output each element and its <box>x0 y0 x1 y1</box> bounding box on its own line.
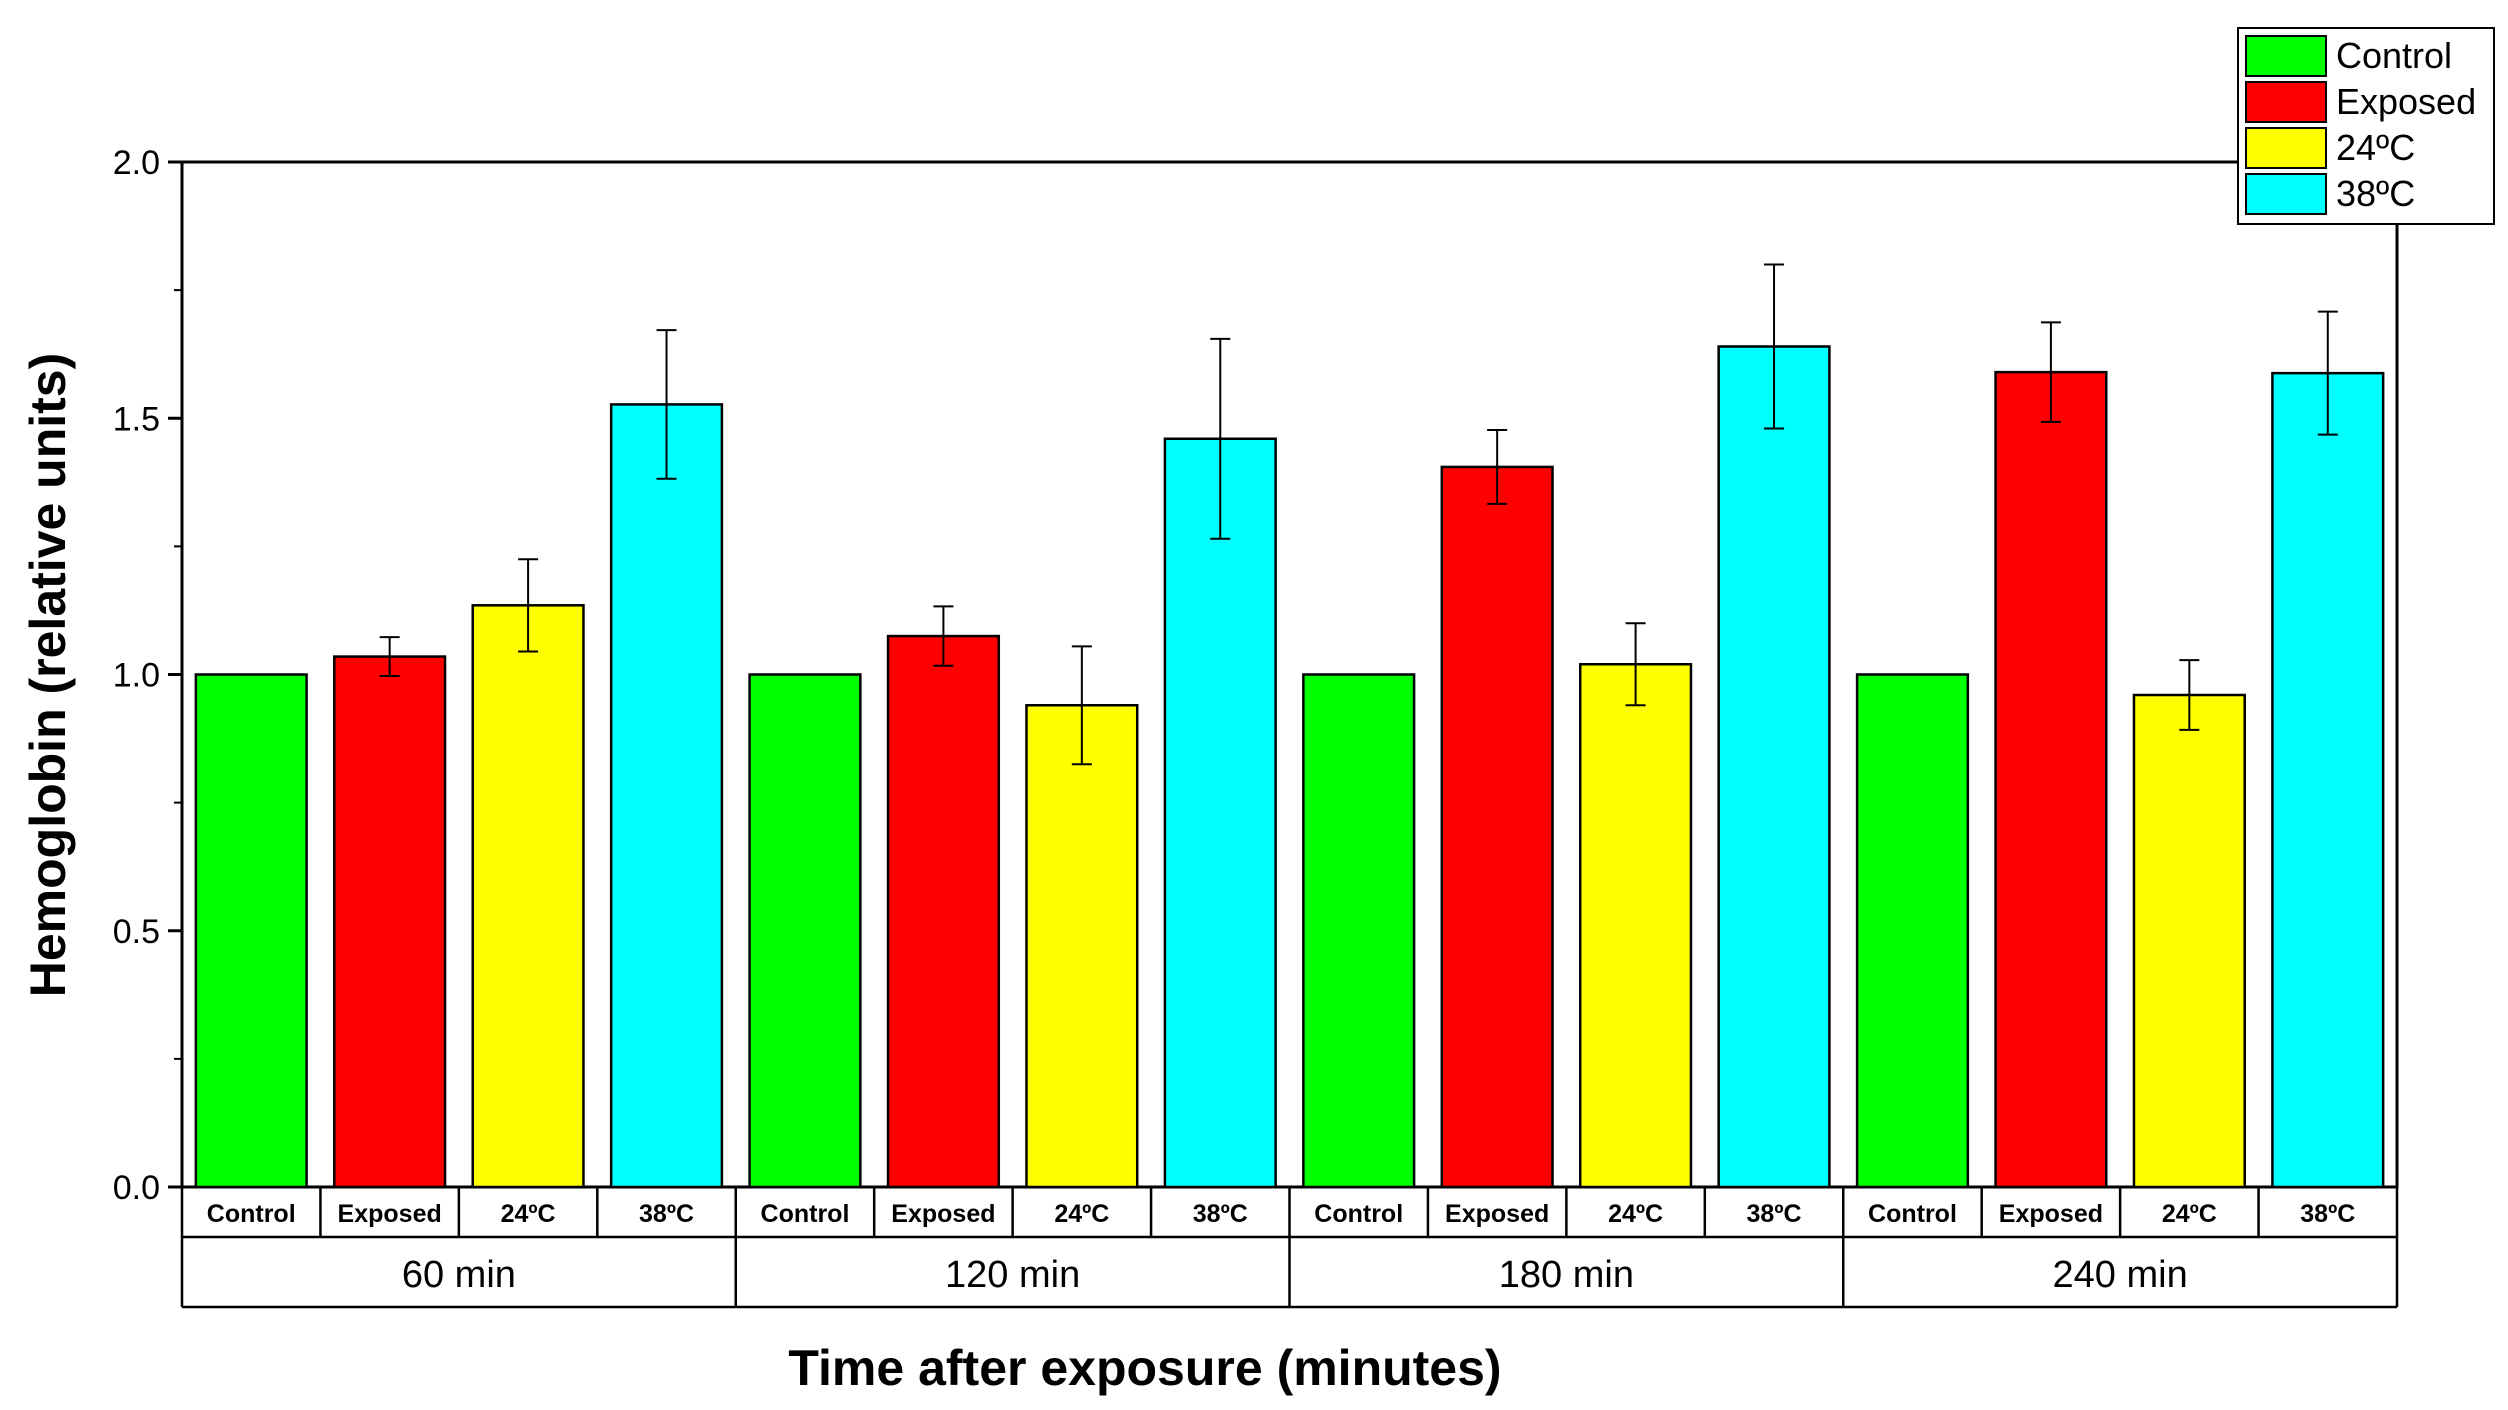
x-category-label: 24ºC <box>2162 1200 2217 1228</box>
x-category-label: Control <box>1868 1200 1957 1228</box>
x-group-label: 180 min <box>1499 1254 1634 1296</box>
y-tick-label: 0.0 <box>113 1169 160 1207</box>
bar-3-2 <box>2132 693 2246 1189</box>
x-category-label: Exposed <box>891 1200 995 1228</box>
legend-swatch <box>2245 173 2327 215</box>
y-tick-label: 2.0 <box>113 144 160 182</box>
bar-2-1 <box>1440 465 1554 1189</box>
bar-2-3 <box>1717 345 1831 1189</box>
x-group-label: 120 min <box>945 1254 1080 1296</box>
legend-swatch <box>2245 35 2327 77</box>
bar-0-3 <box>609 403 724 1189</box>
bar-3-0 <box>1855 673 1970 1189</box>
bar-2-2 <box>1578 663 1693 1189</box>
x-category-label: 24ºC <box>1608 1200 1663 1228</box>
x-category-label: 38ºC <box>639 1200 694 1228</box>
bar-0-0 <box>194 673 308 1189</box>
x-category-label: Exposed <box>1445 1200 1549 1228</box>
x-category-label: 38ºC <box>1193 1200 1248 1228</box>
legend-label: 24ºC <box>2336 127 2415 168</box>
error-bars <box>379 263 2338 766</box>
y-tick-label: 0.5 <box>113 913 160 951</box>
x-axis: Control Exposed 24ºC 38ºC 60 min Control Expos… <box>180 1187 2399 1309</box>
legend-swatch <box>2245 81 2327 123</box>
x-category-label: 38ºC <box>1747 1200 1802 1228</box>
x-group-label: 240 min <box>2053 1254 2188 1296</box>
x-category-label: 24ºC <box>501 1200 556 1228</box>
bar-2-0 <box>1302 673 1416 1189</box>
legend-label: Exposed <box>2336 81 2476 122</box>
x-group-label: 60 min <box>402 1254 516 1296</box>
x-category-label: Control <box>207 1200 296 1228</box>
bar-1-3 <box>1163 437 1277 1189</box>
x-category-label: Control <box>1314 1200 1403 1228</box>
legend-label: 38ºC <box>2336 173 2415 214</box>
legend-swatch <box>2245 127 2327 169</box>
bar-1-1 <box>886 634 1001 1189</box>
x-category-label: 24ºC <box>1054 1200 1109 1228</box>
x-category-label: Exposed <box>1999 1200 2103 1228</box>
y-axis-title: Hemoglobin (relative units) <box>20 353 76 998</box>
x-category-label: Exposed <box>338 1200 442 1228</box>
x-axis-title: Time after exposure (minutes) <box>788 1340 1501 1396</box>
y-axis: 0.0 0.5 1.0 1.5 2.0 <box>113 144 182 1207</box>
y-tick-label: 1.0 <box>113 657 160 695</box>
bar-3-1 <box>1994 370 2108 1189</box>
x-category-label: 38ºC <box>2300 1200 2355 1228</box>
bar-0-1 <box>333 655 447 1189</box>
bars <box>194 345 2385 1189</box>
y-tick-label: 1.5 <box>113 400 160 438</box>
bar-3-3 <box>2271 371 2385 1189</box>
bar-0-2 <box>471 604 585 1189</box>
legend-label: Control <box>2336 35 2452 76</box>
legend: Control Exposed 24ºC 38ºC <box>2237 27 2495 225</box>
bar-1-0 <box>748 673 862 1189</box>
bar-1-2 <box>1025 704 1139 1189</box>
x-category-label: Control <box>761 1200 850 1228</box>
